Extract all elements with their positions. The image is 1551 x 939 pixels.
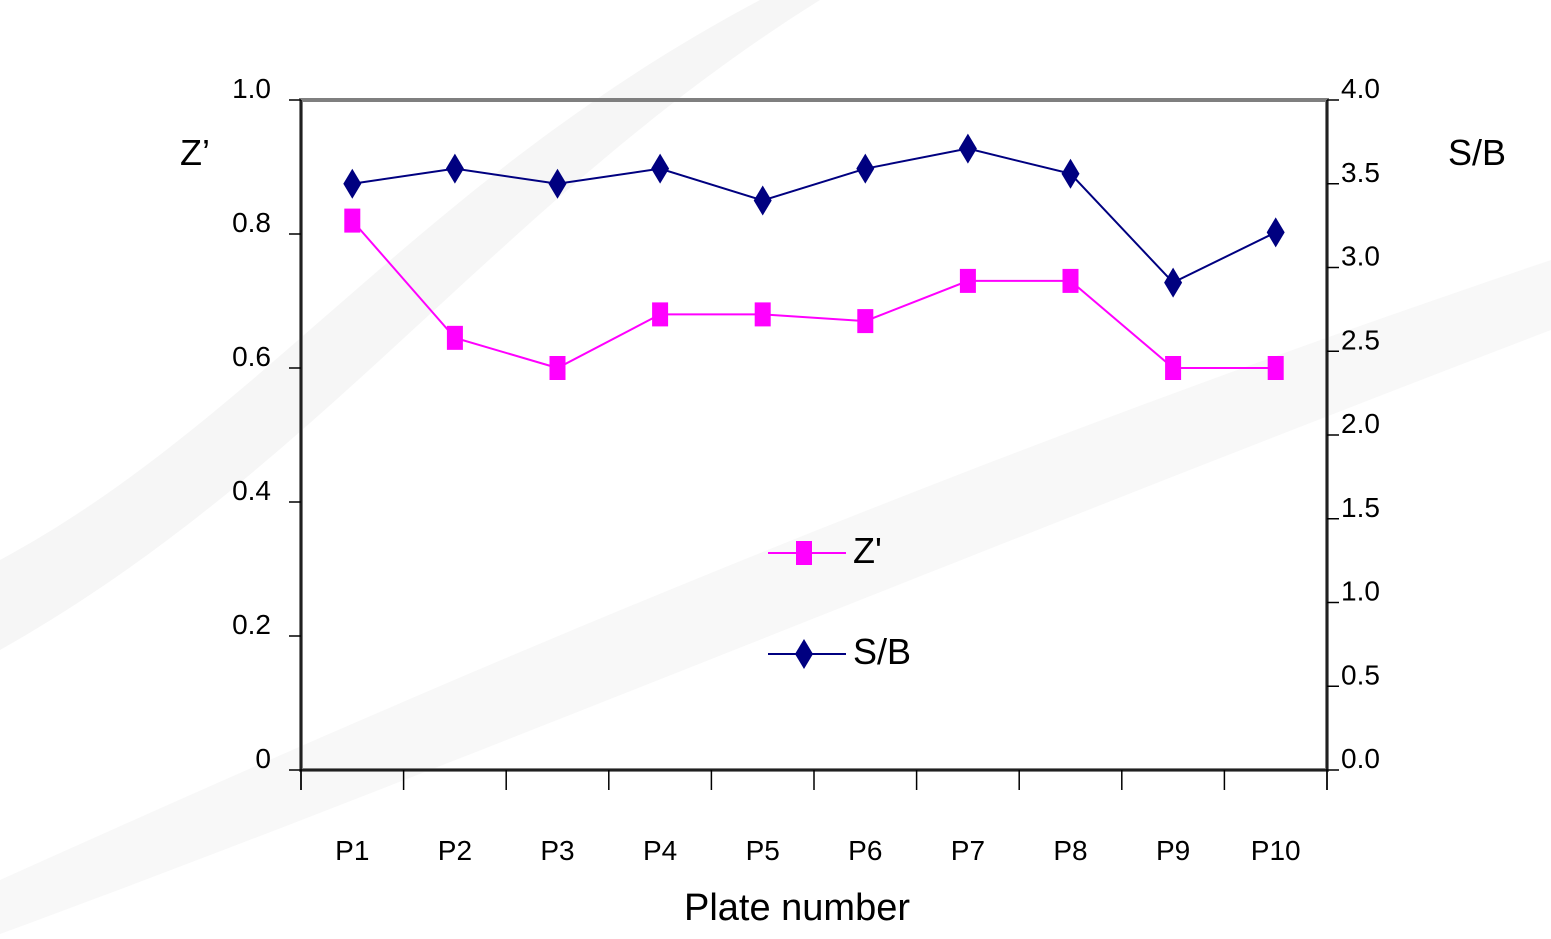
right-y-tick-label: 4.0 — [1341, 73, 1380, 104]
data-point-z — [652, 302, 669, 327]
data-point-s-b — [343, 168, 362, 199]
axes-group: 0 0.2 0.4 0.6 0.8 1.0 0.0 0.5 1.0 1.5 2.0 2.5 3.0 3.5… — [232, 73, 1380, 866]
legend-marker-s-b — [795, 639, 813, 669]
legend-label-z: Z' — [853, 530, 882, 571]
right-y-tick-label: 1.0 — [1341, 576, 1380, 607]
x-tick-label: P1 — [335, 835, 369, 866]
data-point-z — [959, 268, 976, 293]
left-y-tick-label: 0.4 — [232, 475, 271, 506]
left-y-axis-label: Z’ — [180, 132, 210, 173]
left-y-tick-label: 0.8 — [232, 207, 271, 238]
legend-marker-z — [796, 541, 812, 565]
right-y-tick-label: 2.0 — [1341, 408, 1380, 439]
right-y-tick-label: 0.5 — [1341, 659, 1380, 690]
data-point-s-b — [445, 153, 464, 184]
x-tick-label: P2 — [438, 835, 472, 866]
data-point-z — [1062, 268, 1079, 293]
data-point-s-b — [1164, 267, 1183, 298]
data-point-z — [344, 208, 361, 233]
data-point-s-b — [651, 153, 670, 184]
data-point-z — [446, 325, 463, 350]
right-y-axis-label: S/B — [1448, 132, 1506, 173]
left-y-tick-label: 0.2 — [232, 609, 271, 640]
data-point-z — [857, 309, 874, 334]
right-y-tick-label: 3.5 — [1341, 157, 1380, 188]
data-point-z — [549, 356, 566, 380]
data-point-s-b — [1061, 158, 1080, 189]
background-swoosh — [0, 0, 820, 650]
right-y-tick-label: 0.0 — [1341, 743, 1380, 774]
plot-group — [343, 133, 1285, 380]
series-line-s-b — [352, 147, 1277, 284]
left-y-tick-label: 1.0 — [232, 73, 271, 104]
data-point-s-b — [753, 185, 772, 216]
x-tick-label: P6 — [848, 835, 882, 866]
x-tick-label: P8 — [1053, 835, 1087, 866]
left-y-tick-label: 0 — [255, 743, 271, 774]
series-line-z — [351, 219, 1276, 370]
right-y-tick-label: 1.5 — [1341, 492, 1380, 523]
x-tick-label: P4 — [643, 835, 677, 866]
data-point-z — [1165, 356, 1182, 380]
data-point-s-b — [1266, 217, 1285, 248]
legend-group: Z' S/B — [768, 530, 911, 672]
x-tick-label: P9 — [1156, 835, 1190, 866]
right-y-tick-label: 2.5 — [1341, 324, 1380, 355]
x-tick-label: P3 — [540, 835, 574, 866]
background-swoosh — [0, 260, 1551, 934]
data-point-s-b — [958, 133, 977, 164]
left-y-tick-label: 0.6 — [232, 341, 271, 372]
right-y-tick-label: 3.0 — [1341, 241, 1380, 272]
data-point-s-b — [548, 168, 567, 199]
x-tick-label: P7 — [951, 835, 985, 866]
x-tick-label: P5 — [746, 835, 780, 866]
data-point-z — [754, 302, 771, 327]
data-point-z — [1267, 356, 1284, 380]
x-tick-label: P10 — [1251, 835, 1301, 866]
x-axis-label: Plate number — [684, 887, 910, 929]
data-point-s-b — [856, 153, 875, 184]
legend-label-s-b: S/B — [853, 631, 911, 672]
